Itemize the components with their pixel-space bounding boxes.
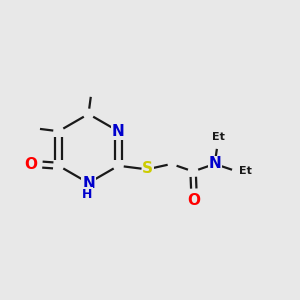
- Text: O: O: [188, 193, 200, 208]
- Text: Et: Et: [212, 132, 225, 142]
- Text: N: N: [112, 124, 125, 139]
- Text: H: H: [82, 188, 92, 201]
- Text: S: S: [142, 161, 153, 176]
- Text: O: O: [24, 157, 37, 172]
- Text: N: N: [82, 176, 95, 190]
- Text: N: N: [208, 156, 221, 171]
- Text: Et: Et: [239, 167, 252, 176]
